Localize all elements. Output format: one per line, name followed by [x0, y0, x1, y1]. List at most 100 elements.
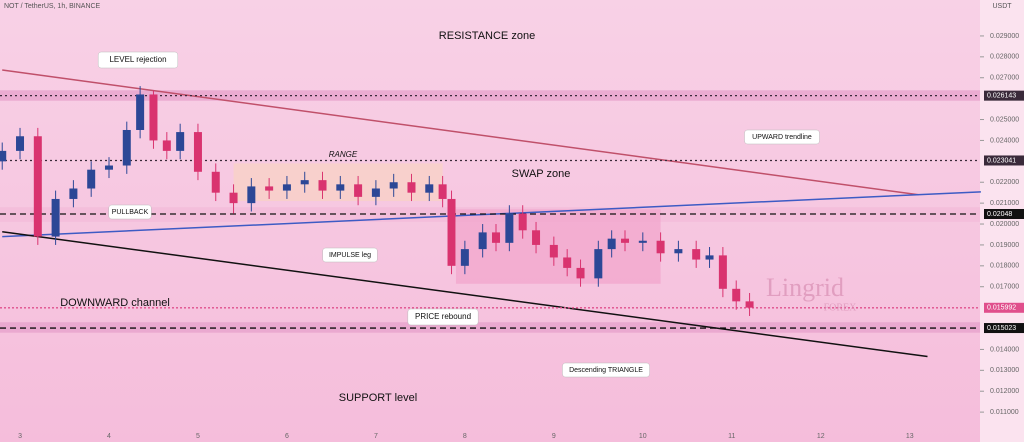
annotation: RANGE — [329, 150, 358, 159]
candle-body — [732, 288, 741, 302]
chart-title: NOT / TetherUS, 1h, BINANCE — [4, 3, 101, 10]
price-label: 0.015023 — [987, 325, 1016, 332]
candle-body — [705, 255, 714, 260]
annotation-box — [407, 308, 479, 326]
y-tick-label: 0.019000 — [990, 242, 1019, 249]
candle-body — [425, 184, 434, 193]
candle-body — [51, 198, 60, 237]
x-tick-label: 6 — [285, 433, 289, 440]
candle-body — [745, 301, 754, 308]
candle-body — [389, 182, 398, 189]
price-label: 0.02048 — [987, 211, 1012, 218]
x-tick-label: 10 — [639, 433, 647, 440]
candle-body — [354, 184, 363, 197]
annotation: PULLBACK — [112, 209, 149, 216]
candle-body — [576, 267, 585, 279]
price-label-bg — [984, 90, 1024, 101]
price-axis-background — [980, 0, 1024, 442]
candle-body — [532, 230, 541, 245]
annotation: PRICE rebound — [415, 312, 471, 321]
candle-body — [594, 249, 603, 279]
candle-body — [718, 255, 727, 289]
candle-body — [478, 232, 487, 250]
annotation-box — [562, 362, 650, 378]
candle-body — [563, 257, 572, 268]
annotation: UPWARD trendline — [752, 134, 812, 141]
trendline — [2, 231, 928, 358]
annotation: SWAP zone — [512, 168, 571, 180]
x-tick-label: 3 — [18, 433, 22, 440]
x-tick-label: 12 — [817, 433, 825, 440]
candle-body — [447, 198, 456, 266]
candle-body — [460, 249, 469, 266]
axis-unit: USDT — [992, 3, 1012, 10]
candle-body — [211, 171, 220, 193]
candle-body — [638, 240, 647, 243]
candle-body — [505, 213, 514, 243]
annotation: Descending TRIANGLE — [569, 367, 643, 374]
pattern-box — [455, 209, 661, 284]
y-tick-label: 0.028000 — [990, 54, 1019, 61]
y-tick-label: 0.022000 — [990, 179, 1019, 186]
watermark: Lingrid — [766, 273, 844, 302]
y-tick-label: 0.017000 — [990, 284, 1019, 291]
price-label: 0.026143 — [987, 92, 1016, 99]
candle-body — [282, 184, 291, 191]
price-label-bg — [984, 155, 1024, 166]
candle-body — [300, 180, 309, 185]
candle-body — [656, 240, 665, 254]
price-label: 0.023041 — [987, 157, 1016, 164]
candle-body — [16, 136, 25, 151]
candle-body — [674, 249, 683, 254]
watermark: FOREX — [824, 302, 858, 313]
candle-body — [549, 244, 558, 258]
y-tick-label: 0.027000 — [990, 75, 1019, 82]
x-tick-label: 8 — [463, 433, 467, 440]
candle-body — [336, 184, 345, 191]
annotation: LEVEL rejection — [109, 55, 166, 64]
candle-body — [162, 140, 171, 151]
candle-body — [122, 129, 131, 166]
candle-body — [318, 180, 327, 191]
annotation-box — [97, 51, 179, 69]
candle-body — [104, 165, 113, 170]
candle-body — [438, 184, 447, 199]
y-tick-label: 0.029000 — [990, 33, 1019, 40]
y-tick-label: 0.014000 — [990, 346, 1019, 353]
price-label: 0.015992 — [987, 305, 1016, 312]
y-tick-label: 0.020000 — [990, 221, 1019, 228]
y-tick-label: 0.011000 — [990, 409, 1019, 416]
annotation: RESISTANCE zone — [439, 30, 535, 42]
candle-body — [371, 188, 380, 197]
annotation: IMPULSE leg — [329, 252, 371, 259]
trendline — [2, 69, 919, 196]
candle-body — [621, 238, 630, 243]
y-tick-label: 0.024000 — [990, 137, 1019, 144]
candle-body — [265, 186, 274, 191]
x-tick-label: 7 — [374, 433, 378, 440]
annotation: DOWNWARD channel — [60, 297, 170, 309]
candle-body — [149, 94, 158, 141]
candle-body — [229, 192, 238, 204]
y-tick-label: 0.021000 — [990, 200, 1019, 207]
annotation-box — [744, 129, 820, 145]
candle-body — [492, 232, 501, 243]
candle-body — [136, 94, 145, 130]
candle-body — [193, 132, 202, 172]
candle-body — [247, 186, 256, 204]
y-tick-label: 0.013000 — [990, 367, 1019, 374]
y-tick-label: 0.025000 — [990, 116, 1019, 123]
candle-body — [407, 182, 416, 193]
candle-body — [607, 238, 616, 250]
candle-body — [33, 136, 42, 237]
candle-body — [692, 249, 701, 260]
annotation-box — [108, 204, 152, 220]
candle-body — [87, 169, 96, 189]
candle-body — [0, 150, 7, 162]
x-tick-label: 4 — [107, 433, 111, 440]
candle-body — [518, 213, 527, 231]
annotation-box — [322, 247, 378, 263]
candle-body — [176, 132, 185, 151]
price-label-bg — [984, 208, 1024, 219]
